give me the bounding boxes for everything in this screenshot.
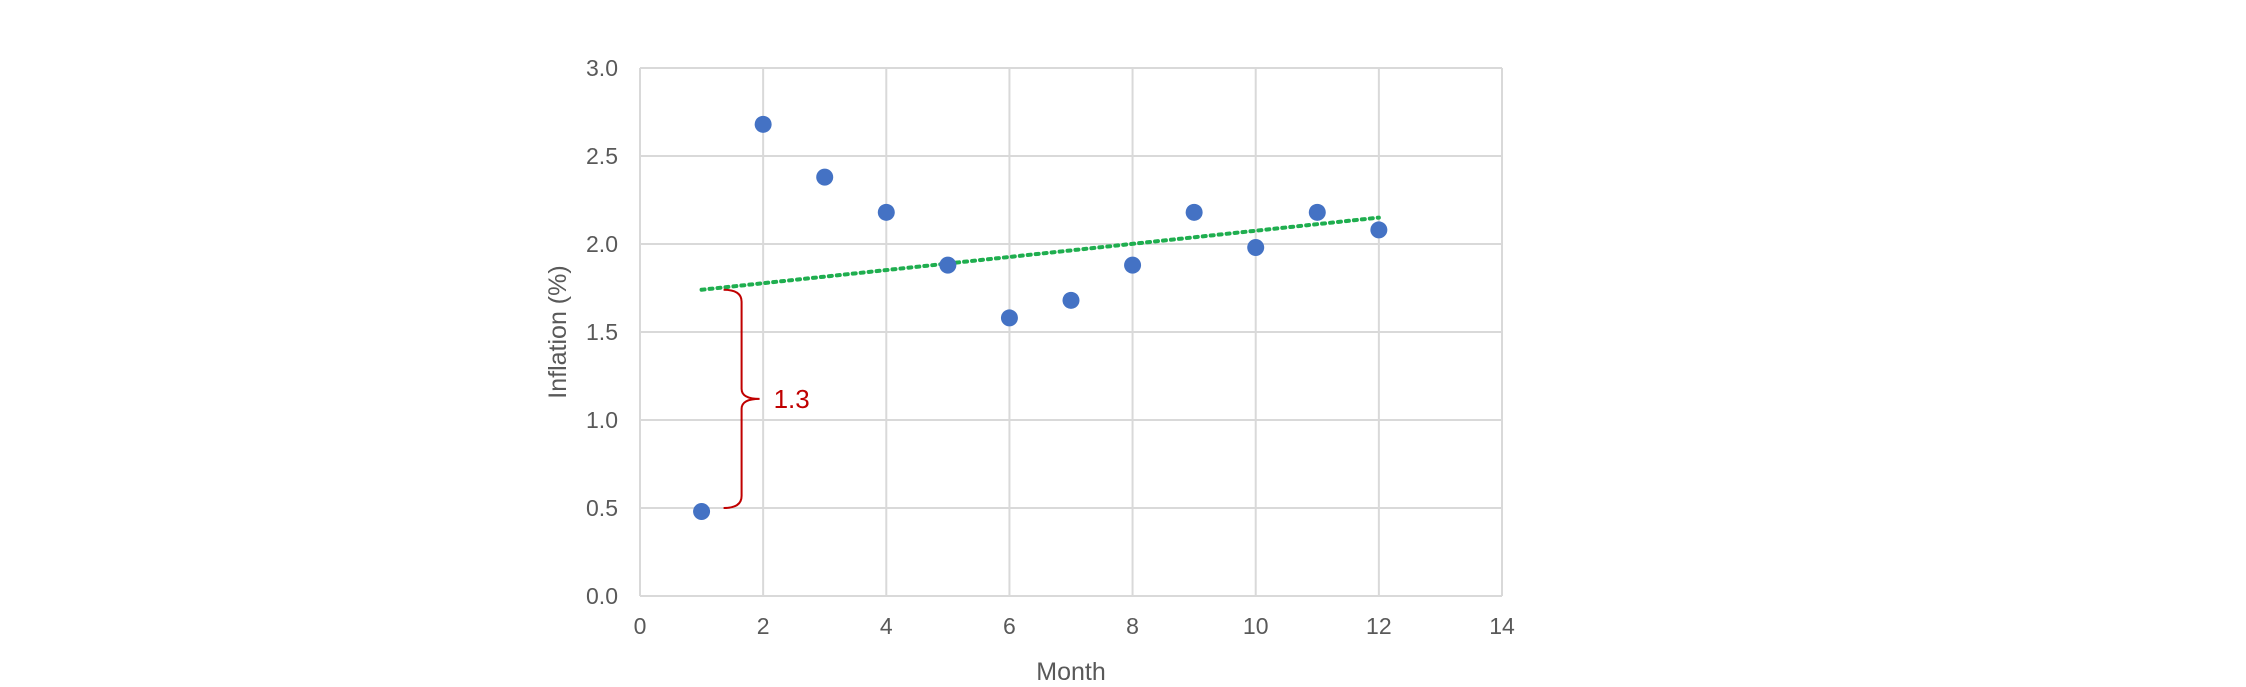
- x-axis-ticks: 0 2 4 6 8 10 12 14: [634, 613, 1515, 639]
- x-tick-label: 6: [1003, 613, 1016, 639]
- x-tick-label: 2: [757, 613, 770, 639]
- y-tick-label: 0.5: [586, 495, 618, 521]
- data-point: [754, 115, 772, 133]
- y-axis-label: Inflation (%): [544, 265, 572, 398]
- data-point: [1124, 256, 1142, 274]
- y-tick-label: 2.0: [586, 231, 618, 257]
- data-point: [1000, 309, 1018, 327]
- data-points: [693, 115, 1388, 521]
- data-point: [1185, 203, 1203, 221]
- annotation-label: 1.3: [774, 384, 810, 414]
- data-point: [1308, 203, 1326, 221]
- data-point: [877, 203, 895, 221]
- gridlines: [639, 67, 1503, 597]
- data-point: [693, 503, 711, 521]
- x-tick-label: 12: [1366, 613, 1392, 639]
- data-point: [1247, 239, 1265, 257]
- data-point: [939, 256, 957, 274]
- y-tick-label: 2.5: [586, 143, 618, 169]
- x-axis-label: Month: [1036, 658, 1105, 682]
- x-tick-label: 8: [1126, 613, 1139, 639]
- x-tick-label: 0: [634, 613, 647, 639]
- data-point: [1370, 221, 1388, 239]
- x-tick-label: 14: [1489, 613, 1515, 639]
- data-point: [1062, 291, 1080, 309]
- x-tick-label: 10: [1243, 613, 1269, 639]
- y-tick-label: 3.0: [586, 55, 618, 81]
- brace-annotation: [723, 288, 760, 509]
- x-tick-label: 4: [880, 613, 893, 639]
- y-tick-label: 1.0: [586, 407, 618, 433]
- y-tick-label: 0.0: [586, 583, 618, 609]
- data-point: [816, 168, 834, 186]
- y-tick-label: 1.5: [586, 319, 618, 345]
- trendline: [699, 215, 1381, 292]
- trendline-layer: [699, 215, 1381, 292]
- annotation-layer: [723, 288, 760, 509]
- y-axis-ticks: 0.0 0.5 1.0 1.5 2.0 2.5 3.0: [586, 55, 618, 609]
